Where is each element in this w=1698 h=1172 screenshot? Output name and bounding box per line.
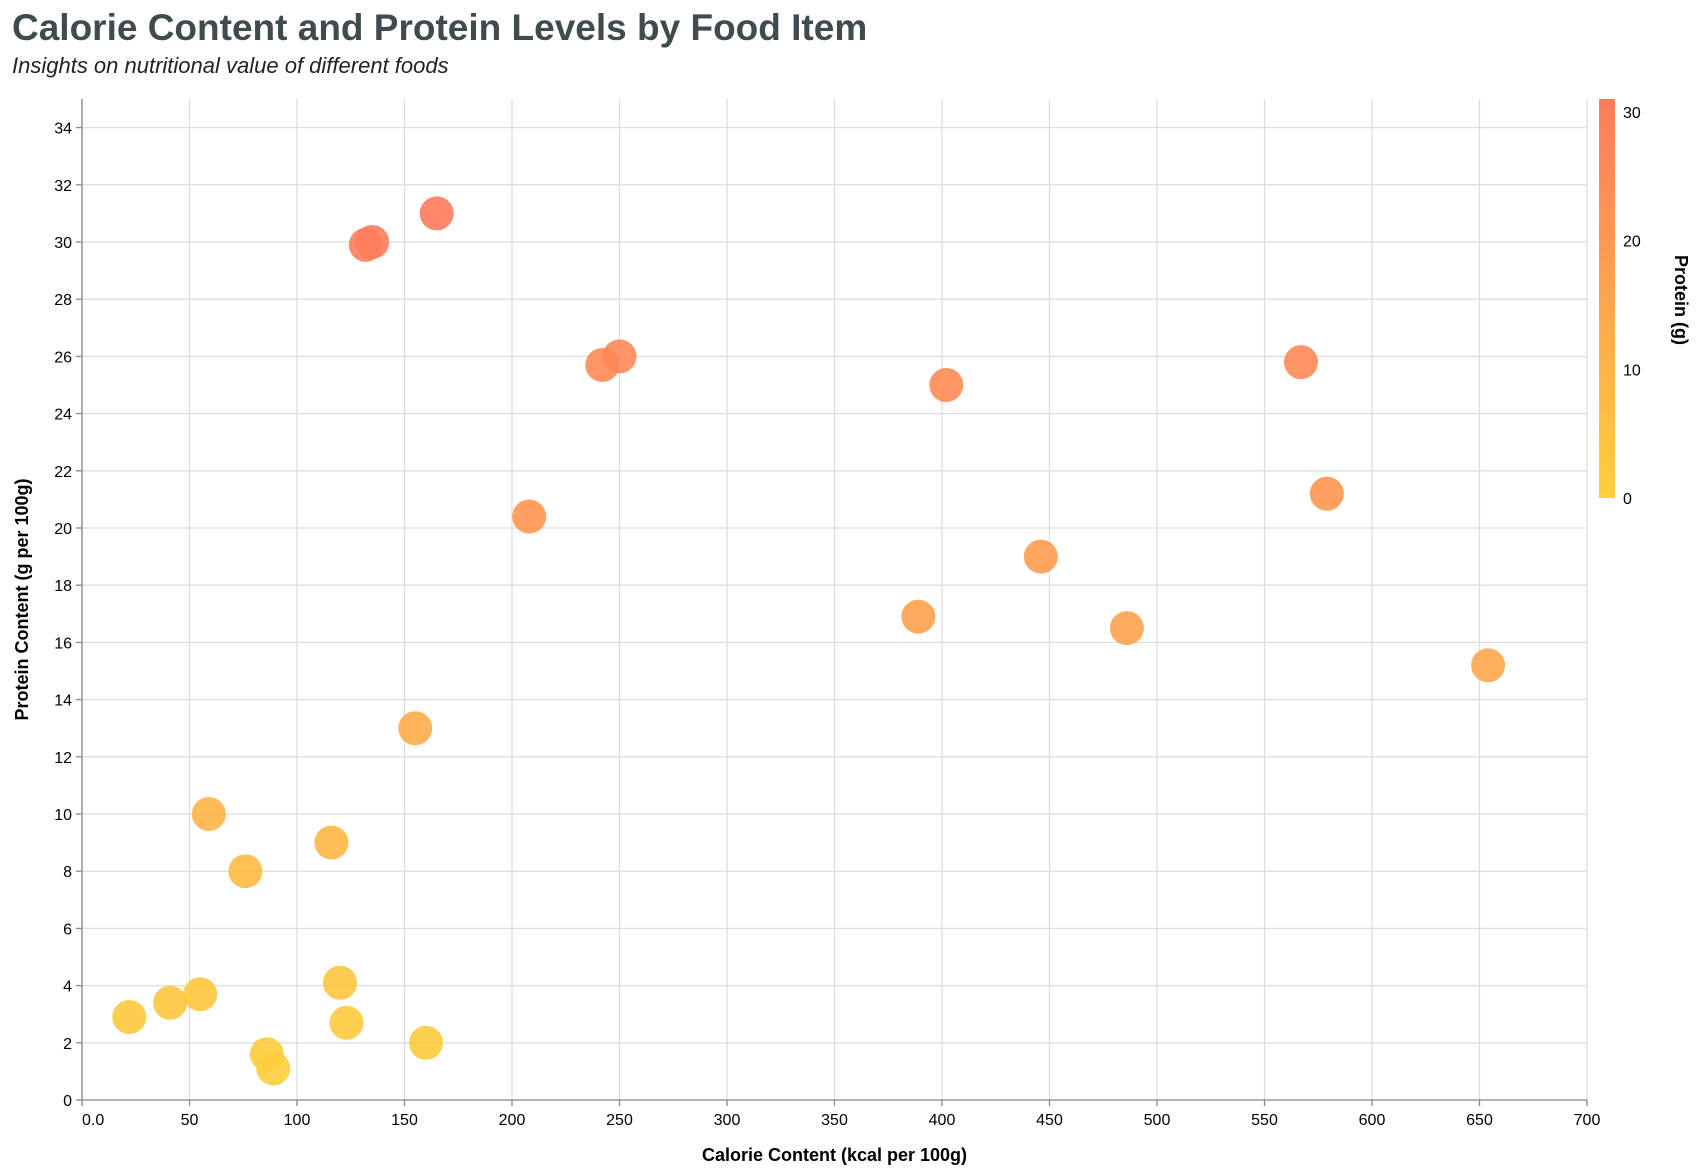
- data-point: [1284, 345, 1319, 380]
- data-point: [901, 599, 936, 634]
- x-tick-label: 600: [1359, 1112, 1386, 1129]
- data-point: [153, 985, 188, 1020]
- grid: [81, 99, 1588, 1101]
- data-point: [191, 797, 226, 831]
- x-tick-label: 450: [1036, 1112, 1063, 1129]
- axes: 0.0 50 100 150 200 250 300 350 400 450 500 550 600 65…: [54, 99, 1600, 1129]
- x-tick-label: 200: [499, 1112, 526, 1129]
- data-point: [1471, 648, 1506, 683]
- y-axis-title: Protein Content (g per 100g): [12, 478, 32, 720]
- data-point: [112, 1000, 147, 1035]
- y-tick-label: 18: [54, 578, 72, 595]
- x-tick-label: 0.0: [82, 1112, 104, 1129]
- legend-title: Protein (g): [1671, 255, 1691, 345]
- data-point: [355, 225, 390, 259]
- chart-subtitle: Insights on nutritional value of differe…: [12, 53, 449, 78]
- data-point: [512, 499, 547, 534]
- x-tick-label: 350: [821, 1112, 848, 1129]
- data-point: [256, 1051, 291, 1086]
- y-tick-label: 2: [63, 1036, 72, 1053]
- y-tick-label: 6: [63, 921, 72, 938]
- data-point: [1109, 611, 1144, 646]
- data-point: [314, 825, 349, 860]
- data-point: [1309, 476, 1344, 511]
- x-tick-label: 300: [714, 1112, 741, 1129]
- y-tick-label: 16: [54, 635, 72, 652]
- x-tick-label: 50: [181, 1112, 199, 1129]
- legend-tick-label: 30: [1623, 105, 1641, 122]
- data-point: [329, 1005, 364, 1040]
- legend-tick-label: 0: [1623, 491, 1632, 508]
- data-point: [1023, 539, 1058, 574]
- chart-title: Calorie Content and Protein Levels by Fo…: [12, 7, 867, 48]
- data-point: [419, 196, 454, 231]
- y-tick-label: 28: [54, 292, 72, 309]
- y-tick-label: 32: [54, 178, 72, 195]
- x-tick-label: 150: [391, 1112, 418, 1129]
- x-tick-label: 400: [929, 1112, 956, 1129]
- y-tick-label: 0: [63, 1093, 72, 1110]
- y-tick-label: 20: [54, 521, 72, 538]
- x-axis-title: Calorie Content (kcal per 100g): [702, 1145, 967, 1165]
- y-tick-label: 8: [63, 864, 72, 881]
- y-tick-label: 24: [54, 407, 72, 424]
- x-tick-label: 100: [284, 1112, 311, 1129]
- data-point: [929, 368, 964, 402]
- x-tick-label: 550: [1251, 1112, 1278, 1129]
- legend-tick-label: 20: [1623, 234, 1641, 251]
- data-point: [228, 854, 263, 889]
- data-point: [183, 977, 218, 1012]
- y-tick-label: 10: [54, 807, 72, 824]
- y-tick-label: 4: [63, 979, 72, 996]
- y-tick-label: 14: [54, 693, 72, 710]
- legend-gradient-bar: [1599, 99, 1615, 498]
- data-point: [409, 1025, 443, 1060]
- y-tick-label: 34: [54, 121, 72, 138]
- y-tick-label: 26: [54, 349, 72, 366]
- data-points: [112, 196, 1506, 1086]
- x-tick-label: 250: [606, 1112, 633, 1129]
- x-tick-label: 500: [1144, 1112, 1171, 1129]
- y-tick-label: 12: [54, 750, 72, 767]
- y-tick-label: 22: [54, 464, 72, 481]
- legend-tick-label: 10: [1623, 362, 1641, 379]
- data-point: [602, 339, 637, 374]
- x-tick-label: 650: [1466, 1112, 1493, 1129]
- color-legend: Protein (g) 0 10 20 30: [1599, 99, 1691, 508]
- data-point: [398, 711, 433, 746]
- x-tick-label: 700: [1574, 1112, 1601, 1129]
- y-tick-label: 30: [54, 235, 72, 252]
- data-point: [323, 965, 357, 1000]
